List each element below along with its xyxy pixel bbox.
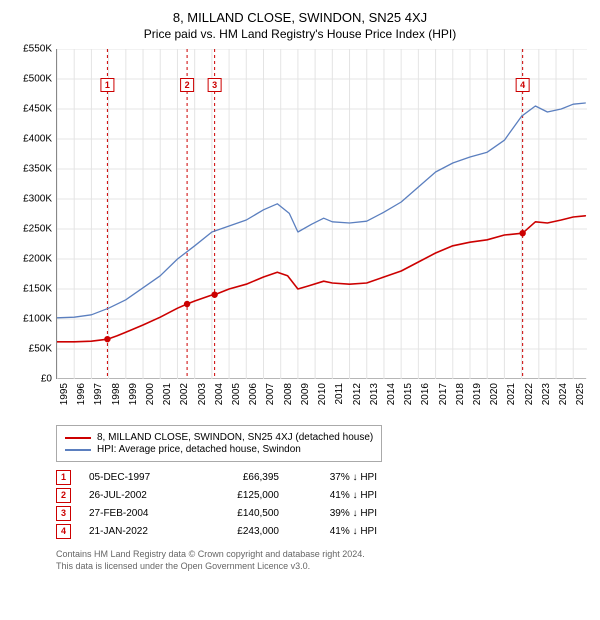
- chart-title: 8, MILLAND CLOSE, SWINDON, SN25 4XJ: [10, 10, 590, 25]
- transaction-date: 05-DEC-1997: [89, 472, 181, 483]
- x-tick-label: 2010: [317, 383, 328, 405]
- transaction-row: 2 26-JUL-2002 £125,000 41% ↓ HPI: [56, 488, 590, 503]
- transaction-date: 27-FEB-2004: [89, 508, 181, 519]
- legend-label: 8, MILLAND CLOSE, SWINDON, SN25 4XJ (det…: [97, 432, 373, 443]
- x-tick-label: 1997: [93, 383, 104, 405]
- x-tick-label: 2015: [403, 383, 414, 405]
- legend-label: HPI: Average price, detached house, Swin…: [97, 444, 301, 455]
- transaction-price: £125,000: [199, 490, 279, 501]
- y-tick-label: £50K: [29, 344, 52, 355]
- x-tick-label: 2023: [541, 383, 552, 405]
- transaction-marker: 1: [56, 470, 71, 485]
- x-tick-label: 2008: [283, 383, 294, 405]
- x-tick-label: 2025: [575, 383, 586, 405]
- y-tick-label: £250K: [23, 224, 52, 235]
- legend-item: HPI: Average price, detached house, Swin…: [65, 444, 373, 455]
- y-tick-label: £200K: [23, 254, 52, 265]
- x-tick-label: 2006: [248, 383, 259, 405]
- x-axis-labels: 1995 1996 1997 1998 1999 2000 2001 2002 2003 2004…: [56, 383, 586, 419]
- transaction-row: 3 27-FEB-2004 £140,500 39% ↓ HPI: [56, 506, 590, 521]
- x-tick-label: 2021: [506, 383, 517, 405]
- y-tick-label: £400K: [23, 134, 52, 145]
- legend-swatch: [65, 437, 91, 439]
- attribution-line-2: This data is licensed under the Open Gov…: [56, 561, 590, 573]
- x-tick-label: 1996: [76, 383, 87, 405]
- x-tick-label: 2018: [455, 383, 466, 405]
- x-tick-label: 2013: [369, 383, 380, 405]
- x-tick-label: 2000: [145, 383, 156, 405]
- x-tick-label: 2001: [162, 383, 173, 405]
- svg-text:4: 4: [520, 80, 525, 90]
- svg-text:3: 3: [212, 80, 217, 90]
- transactions-table: 1 05-DEC-1997 £66,395 37% ↓ HPI 2 26-JUL-2002…: [56, 470, 590, 539]
- y-tick-label: £350K: [23, 164, 52, 175]
- x-tick-label: 2019: [472, 383, 483, 405]
- x-tick-label: 2017: [438, 383, 449, 405]
- y-tick-label: £550K: [23, 44, 52, 55]
- chart-container: { "title": "8, MILLAND CLOSE, SWINDON, S…: [0, 0, 600, 578]
- y-tick-label: £100K: [23, 314, 52, 325]
- y-tick-label: £450K: [23, 104, 52, 115]
- x-tick-label: 2005: [231, 383, 242, 405]
- transaction-pct-vs-hpi: 41% ↓ HPI: [297, 526, 377, 537]
- transaction-row: 1 05-DEC-1997 £66,395 37% ↓ HPI: [56, 470, 590, 485]
- x-tick-label: 2014: [386, 383, 397, 405]
- x-tick-label: 2002: [179, 383, 190, 405]
- x-tick-label: 2004: [214, 383, 225, 405]
- x-tick-label: 1995: [59, 383, 70, 405]
- x-tick-label: 2022: [524, 383, 535, 405]
- legend-swatch: [65, 449, 91, 451]
- x-tick-label: 2003: [197, 383, 208, 405]
- transaction-pct-vs-hpi: 37% ↓ HPI: [297, 472, 377, 483]
- transaction-row: 4 21-JAN-2022 £243,000 41% ↓ HPI: [56, 524, 590, 539]
- x-tick-label: 2012: [352, 383, 363, 405]
- transaction-price: £66,395: [199, 472, 279, 483]
- attribution-line-1: Contains HM Land Registry data © Crown c…: [56, 549, 590, 561]
- y-tick-label: £500K: [23, 74, 52, 85]
- transaction-pct-vs-hpi: 41% ↓ HPI: [297, 490, 377, 501]
- transaction-price: £243,000: [199, 526, 279, 537]
- y-axis-labels: £0£50K£100K£150K£200K£250K£300K£350K£400…: [10, 49, 54, 379]
- y-tick-label: £300K: [23, 194, 52, 205]
- svg-text:1: 1: [105, 80, 110, 90]
- chart-subtitle: Price paid vs. HM Land Registry's House …: [10, 27, 590, 41]
- transaction-price: £140,500: [199, 508, 279, 519]
- chart-area: £0 £50K £100K £150K £200K £250K £300K £350K £400…: [10, 49, 590, 419]
- transaction-pct-vs-hpi: 39% ↓ HPI: [297, 508, 377, 519]
- plot-svg: 1 2 3 4: [57, 49, 587, 379]
- x-tick-label: 2009: [300, 383, 311, 405]
- plot-region: 1 2 3 4: [56, 49, 586, 379]
- svg-text:2: 2: [185, 80, 190, 90]
- x-tick-label: 2016: [420, 383, 431, 405]
- transaction-marker: 2: [56, 488, 71, 503]
- transaction-date: 26-JUL-2002: [89, 490, 181, 501]
- y-tick-label: £150K: [23, 284, 52, 295]
- transaction-marker: 3: [56, 506, 71, 521]
- transaction-marker: 4: [56, 524, 71, 539]
- legend-item: 8, MILLAND CLOSE, SWINDON, SN25 4XJ (det…: [65, 432, 373, 443]
- x-tick-label: 2011: [334, 383, 345, 405]
- x-tick-label: 2007: [265, 383, 276, 405]
- attribution-text: Contains HM Land Registry data © Crown c…: [56, 549, 590, 572]
- x-tick-label: 1999: [128, 383, 139, 405]
- legend-box: 8, MILLAND CLOSE, SWINDON, SN25 4XJ (det…: [56, 425, 382, 462]
- x-tick-label: 2024: [558, 383, 569, 405]
- y-tick-label: £0: [41, 374, 52, 385]
- x-tick-label: 2020: [489, 383, 500, 405]
- transaction-date: 21-JAN-2022: [89, 526, 181, 537]
- x-tick-label: 1998: [111, 383, 122, 405]
